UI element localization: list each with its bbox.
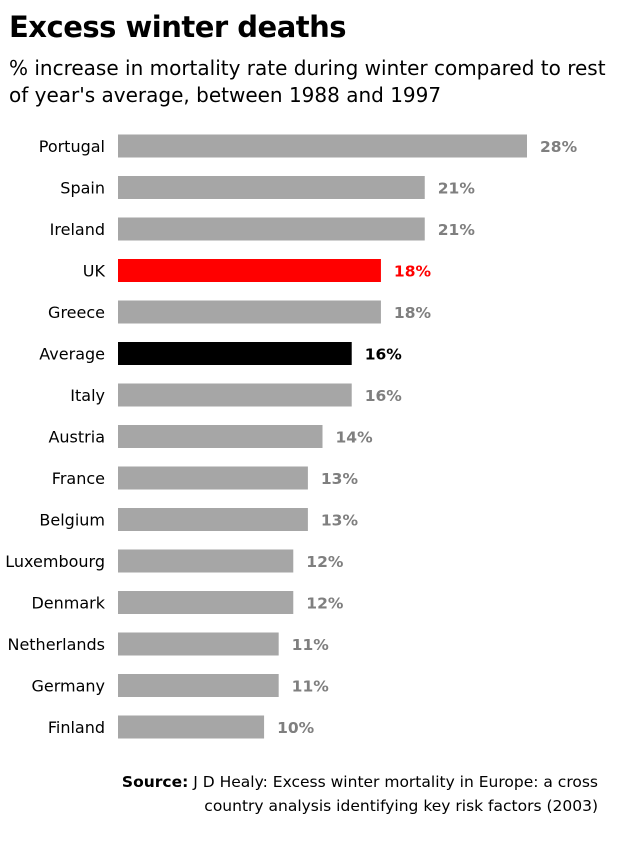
value-label-average: 16% [365, 346, 403, 364]
category-label-italy: Italy [70, 386, 105, 405]
source-text-line1: J D Healy: Excess winter mortality in Eu… [193, 773, 598, 791]
category-label-spain: Spain [60, 179, 105, 198]
bar-belgium [118, 508, 308, 531]
bar-finland [118, 715, 265, 739]
category-label-france: France [52, 469, 105, 488]
value-label-belgium: 13% [321, 512, 359, 530]
category-label-ireland: Ireland [50, 220, 105, 239]
value-label-luxembourg: 12% [306, 553, 344, 571]
source-note: Source: J D Healy: Excess winter mortali… [122, 770, 598, 818]
bar-italy [118, 383, 352, 407]
bar-austria [118, 425, 323, 448]
chart-subtitle: % increase in mortality rate during wint… [9, 56, 606, 107]
category-label-germany: Germany [31, 677, 105, 696]
category-label-belgium: Belgium [39, 511, 105, 530]
bar-uk [118, 259, 381, 282]
value-label-ireland: 21% [438, 221, 476, 239]
bar-spain [118, 176, 425, 199]
bar-chart: Portugal 28% Spain 21% Ireland 21% UK 18% Greece… [5, 134, 578, 739]
category-label-finland: Finland [48, 718, 105, 737]
bar-germany [118, 674, 279, 697]
category-label-luxembourg: Luxembourg [5, 552, 105, 571]
value-label-italy: 16% [365, 387, 403, 405]
bar-luxembourg [118, 549, 294, 573]
bar-denmark [118, 591, 294, 614]
bar-ireland [118, 217, 425, 241]
bar-netherlands [118, 632, 279, 656]
source-text-line2: country analysis identifying key risk fa… [204, 797, 598, 815]
value-label-uk: 18% [394, 263, 432, 281]
source-label: Source: [121, 773, 189, 791]
category-label-austria: Austria [48, 428, 105, 447]
category-label-greece: Greece [48, 303, 105, 322]
bar-portugal [118, 134, 527, 158]
value-label-finland: 10% [277, 719, 315, 737]
bar-france [118, 466, 308, 490]
bar-average [118, 342, 352, 365]
category-label-netherlands: Netherlands [7, 635, 105, 654]
value-label-greece: 18% [394, 304, 432, 322]
chart-title: Excess winter deaths [9, 10, 347, 44]
value-label-spain: 21% [438, 180, 476, 198]
category-label-denmark: Denmark [31, 594, 105, 613]
value-label-france: 13% [321, 470, 359, 488]
category-label-average: Average [39, 345, 105, 364]
value-label-netherlands: 11% [292, 636, 330, 654]
category-label-portugal: Portugal [39, 137, 105, 156]
value-label-germany: 11% [292, 678, 330, 696]
value-label-austria: 14% [336, 429, 374, 447]
category-label-uk: UK [83, 262, 106, 281]
value-label-portugal: 28% [540, 138, 578, 156]
value-label-denmark: 12% [306, 595, 344, 613]
bar-greece [118, 300, 381, 324]
